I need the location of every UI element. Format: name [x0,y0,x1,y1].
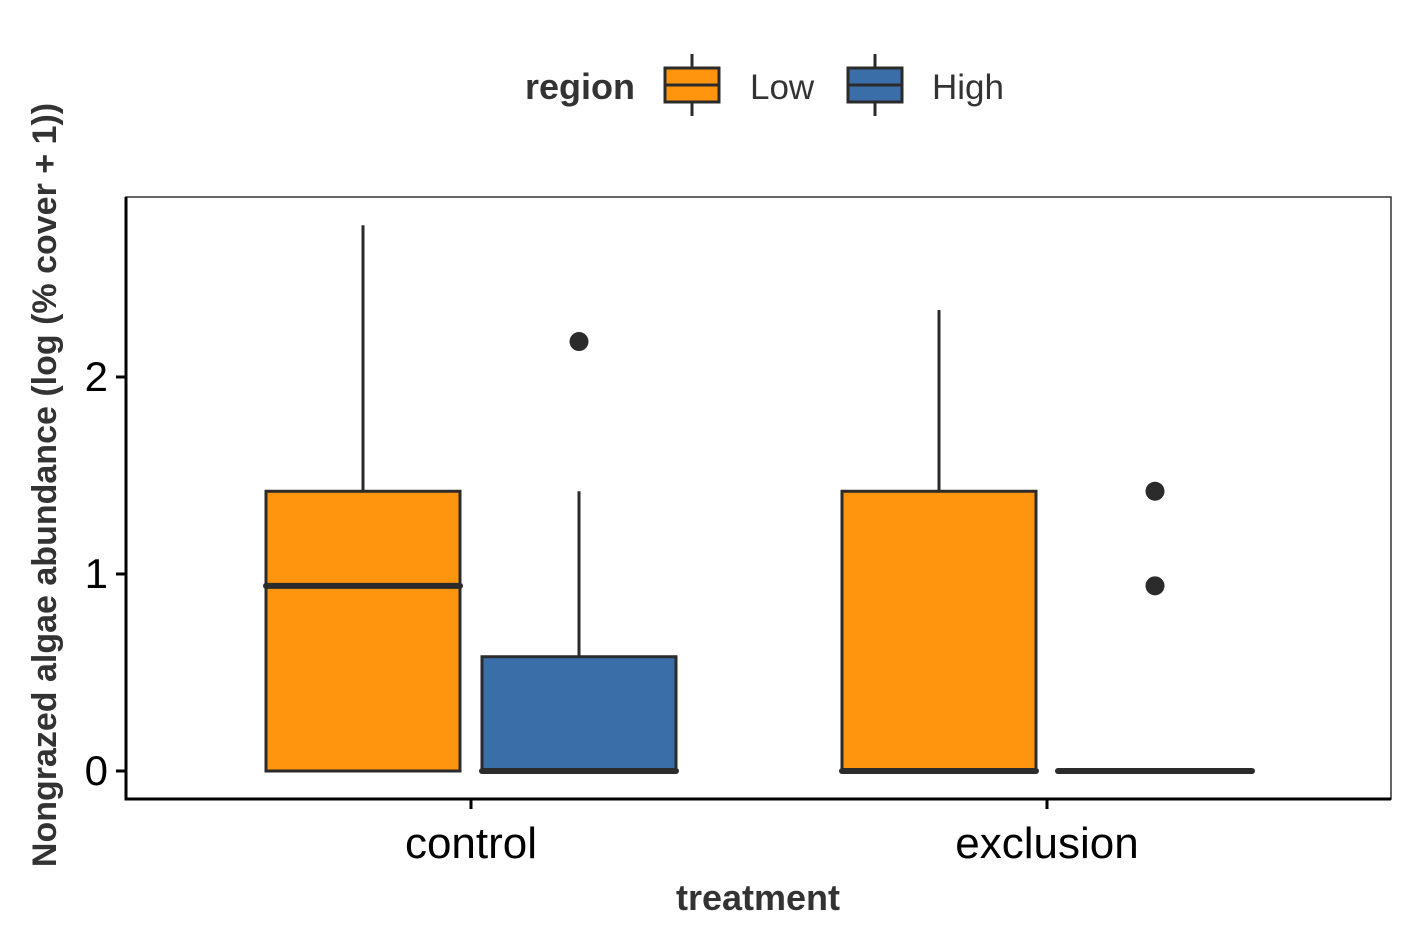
plot-area: 0 1 2 control exclusion [85,196,1392,868]
y-tick-label: 1 [85,550,108,597]
legend-entry-high: High [846,54,1004,116]
y-axis-label: Nongrazed algae abundance (log (% cover … [26,103,64,867]
box-high-exclusion [1055,481,1255,774]
box-body [480,655,678,773]
legend: region Low High [525,54,1004,116]
box-low-exclusion [839,310,1039,774]
legend-label: Low [750,68,815,107]
x-tick-label: control [405,819,537,868]
outlier-point [1145,481,1165,501]
legend-entries: Low High [663,54,1004,116]
box-body [840,489,1038,773]
outlier-point [569,332,589,352]
box-body [264,489,462,773]
box-low-control [263,225,463,773]
x-tick-label: exclusion [955,819,1138,868]
x-axis-label: treatment [676,877,840,918]
legend-entry-low: Low [663,54,815,116]
legend-title: region [525,66,635,107]
y-tick-label: 0 [85,747,108,794]
legend-label: High [932,68,1004,107]
outlier-point [1145,576,1165,596]
box-high-control [479,332,679,774]
y-tick-label: 2 [85,353,108,400]
